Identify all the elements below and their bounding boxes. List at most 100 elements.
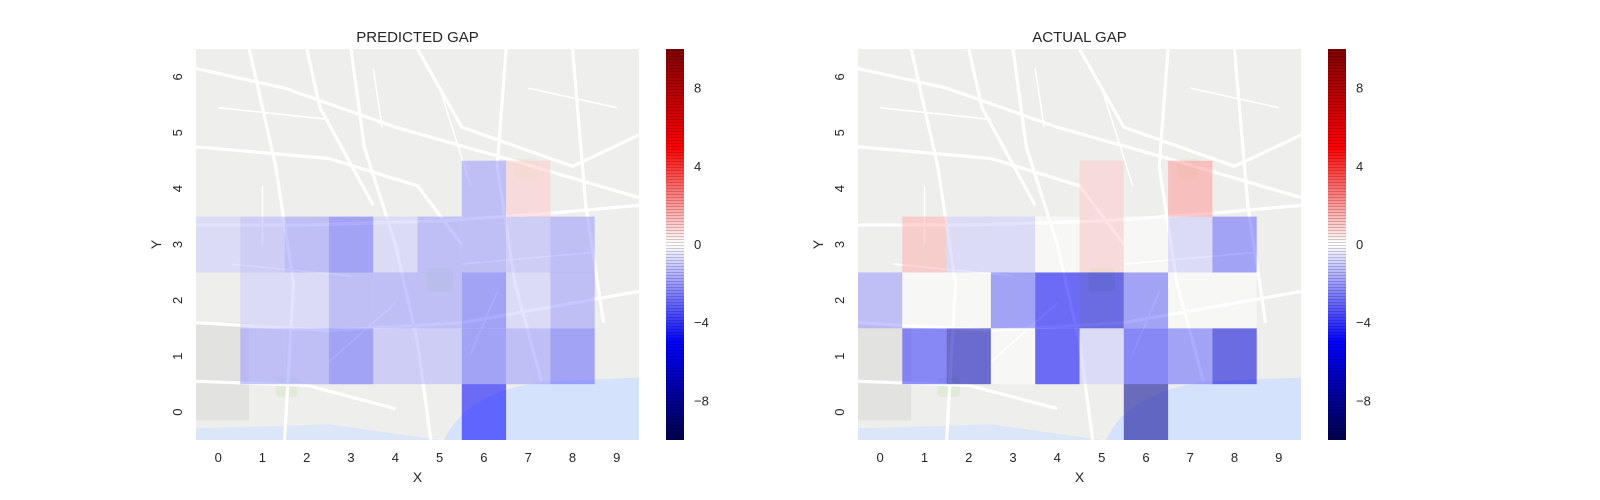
heat-cell bbox=[461, 216, 507, 273]
x-tick-label: 2 bbox=[303, 450, 310, 465]
heat-cell bbox=[284, 272, 329, 329]
x-tick-label: 7 bbox=[1187, 450, 1194, 465]
x-tick-label: 1 bbox=[259, 450, 266, 465]
heat-cell bbox=[858, 272, 903, 329]
x-tick-label: 9 bbox=[1275, 450, 1282, 465]
colorbar-tick-label: −4 bbox=[1356, 315, 1371, 330]
colorbar-tick-label: 8 bbox=[694, 81, 701, 96]
heat-cell bbox=[1212, 216, 1257, 273]
heat-cell bbox=[328, 272, 374, 329]
y-tick-label: 6 bbox=[170, 73, 185, 80]
heat-cell bbox=[550, 328, 595, 385]
heat-cell bbox=[461, 328, 507, 385]
y-tick-label: 0 bbox=[170, 408, 185, 415]
y-tick-label: 2 bbox=[832, 297, 847, 304]
heat-cell bbox=[328, 216, 374, 273]
x-tick-label: 6 bbox=[480, 450, 487, 465]
y-tick-label: 4 bbox=[832, 185, 847, 192]
heat-cell bbox=[1035, 216, 1080, 273]
heat-cell bbox=[1168, 160, 1213, 217]
colorbar-tick-label: −4 bbox=[694, 315, 709, 330]
heat-cell bbox=[373, 328, 418, 385]
y-tick-label: 5 bbox=[832, 129, 847, 136]
heatmap-panel-0: PREDICTED GAP 0 1 2 3 4 5 6 7 8 9 0 1 2 3 4 5 6 X Y 8 4 0 −4 −8 bbox=[148, 29, 709, 485]
x-tick-label: 0 bbox=[876, 450, 883, 465]
heat-cell bbox=[1079, 160, 1124, 217]
heat-cell bbox=[902, 272, 947, 329]
y-axis-label: Y bbox=[148, 239, 164, 249]
heat-cell bbox=[1079, 328, 1124, 385]
heat-cell bbox=[506, 328, 551, 385]
heat-cell bbox=[417, 272, 462, 329]
heat-cell bbox=[328, 328, 374, 385]
heat-cell bbox=[1123, 272, 1169, 329]
x-tick-label: 6 bbox=[1142, 450, 1149, 465]
heat-cell bbox=[373, 216, 418, 273]
heat-cell bbox=[946, 272, 991, 329]
heat-cell bbox=[990, 272, 1036, 329]
heat-cell bbox=[990, 216, 1036, 273]
colorbar-tick-label: −8 bbox=[694, 393, 709, 408]
x-tick-label: 4 bbox=[1054, 450, 1061, 465]
x-tick-label: 4 bbox=[392, 450, 399, 465]
heat-cell bbox=[946, 328, 991, 385]
heat-cell bbox=[461, 272, 507, 329]
heat-cell bbox=[902, 216, 947, 273]
x-tick-label: 8 bbox=[569, 450, 576, 465]
heat-cell bbox=[550, 216, 595, 273]
heat-cell bbox=[1035, 272, 1080, 329]
chart-title: PREDICTED GAP bbox=[356, 29, 479, 46]
y-tick-label: 2 bbox=[170, 297, 185, 304]
heat-cell bbox=[506, 216, 551, 273]
x-tick-label: 2 bbox=[965, 450, 972, 465]
heat-cell bbox=[1123, 328, 1169, 385]
heat-cell bbox=[1079, 216, 1124, 273]
y-axis-label: Y bbox=[810, 239, 826, 249]
y-tick-label: 1 bbox=[832, 353, 847, 360]
heat-cell bbox=[240, 216, 285, 273]
x-tick-label: 5 bbox=[1098, 450, 1105, 465]
heat-cell bbox=[1079, 272, 1124, 329]
y-tick-label: 5 bbox=[170, 129, 185, 136]
heatmap-panel-1: ACTUAL GAP 0 1 2 3 4 5 6 7 8 9 0 1 2 3 4 5 6 X Y 8 4 0 −4 −8 bbox=[810, 29, 1371, 485]
heat-cell bbox=[240, 328, 285, 385]
heat-cell bbox=[196, 216, 241, 273]
heat-cell bbox=[550, 272, 595, 329]
heat-cell bbox=[1168, 216, 1213, 273]
heat-cell bbox=[373, 272, 418, 329]
heatmap-cells bbox=[196, 160, 595, 440]
colorbar-tick-label: 4 bbox=[1356, 159, 1363, 174]
heat-cell bbox=[1123, 216, 1169, 273]
x-tick-label: 9 bbox=[613, 450, 620, 465]
colorbar-tick-label: 0 bbox=[694, 237, 701, 252]
x-tick-label: 3 bbox=[347, 450, 354, 465]
x-tick-label: 8 bbox=[1231, 450, 1238, 465]
heat-cell bbox=[1168, 272, 1213, 329]
heat-cell bbox=[417, 328, 462, 385]
heatmap-cells bbox=[858, 160, 1257, 440]
colorbar-tick-label: −8 bbox=[1356, 393, 1371, 408]
colorbar-tick-label: 0 bbox=[1356, 237, 1363, 252]
y-tick-label: 6 bbox=[832, 73, 847, 80]
colorbar: 8 4 0 −4 −8 bbox=[666, 49, 709, 440]
colorbar-tick-label: 4 bbox=[694, 159, 701, 174]
x-axis-label: X bbox=[413, 469, 423, 485]
heat-cell bbox=[506, 272, 551, 329]
heat-cell bbox=[284, 216, 329, 273]
x-tick-label: 3 bbox=[1009, 450, 1016, 465]
x-tick-label: 7 bbox=[525, 450, 532, 465]
chart-title: ACTUAL GAP bbox=[1032, 29, 1126, 46]
colorbar-tick-label: 8 bbox=[1356, 81, 1363, 96]
heat-cell bbox=[506, 160, 551, 217]
heat-cell bbox=[1035, 328, 1080, 385]
heat-cell bbox=[1168, 328, 1213, 385]
x-tick-label: 1 bbox=[921, 450, 928, 465]
heat-cell bbox=[990, 328, 1036, 385]
heat-cell bbox=[461, 384, 507, 440]
heat-cell bbox=[240, 272, 285, 329]
heat-cell bbox=[417, 216, 462, 273]
heat-cell bbox=[1212, 272, 1257, 329]
heat-cell bbox=[284, 328, 329, 385]
heat-cell bbox=[902, 328, 947, 385]
